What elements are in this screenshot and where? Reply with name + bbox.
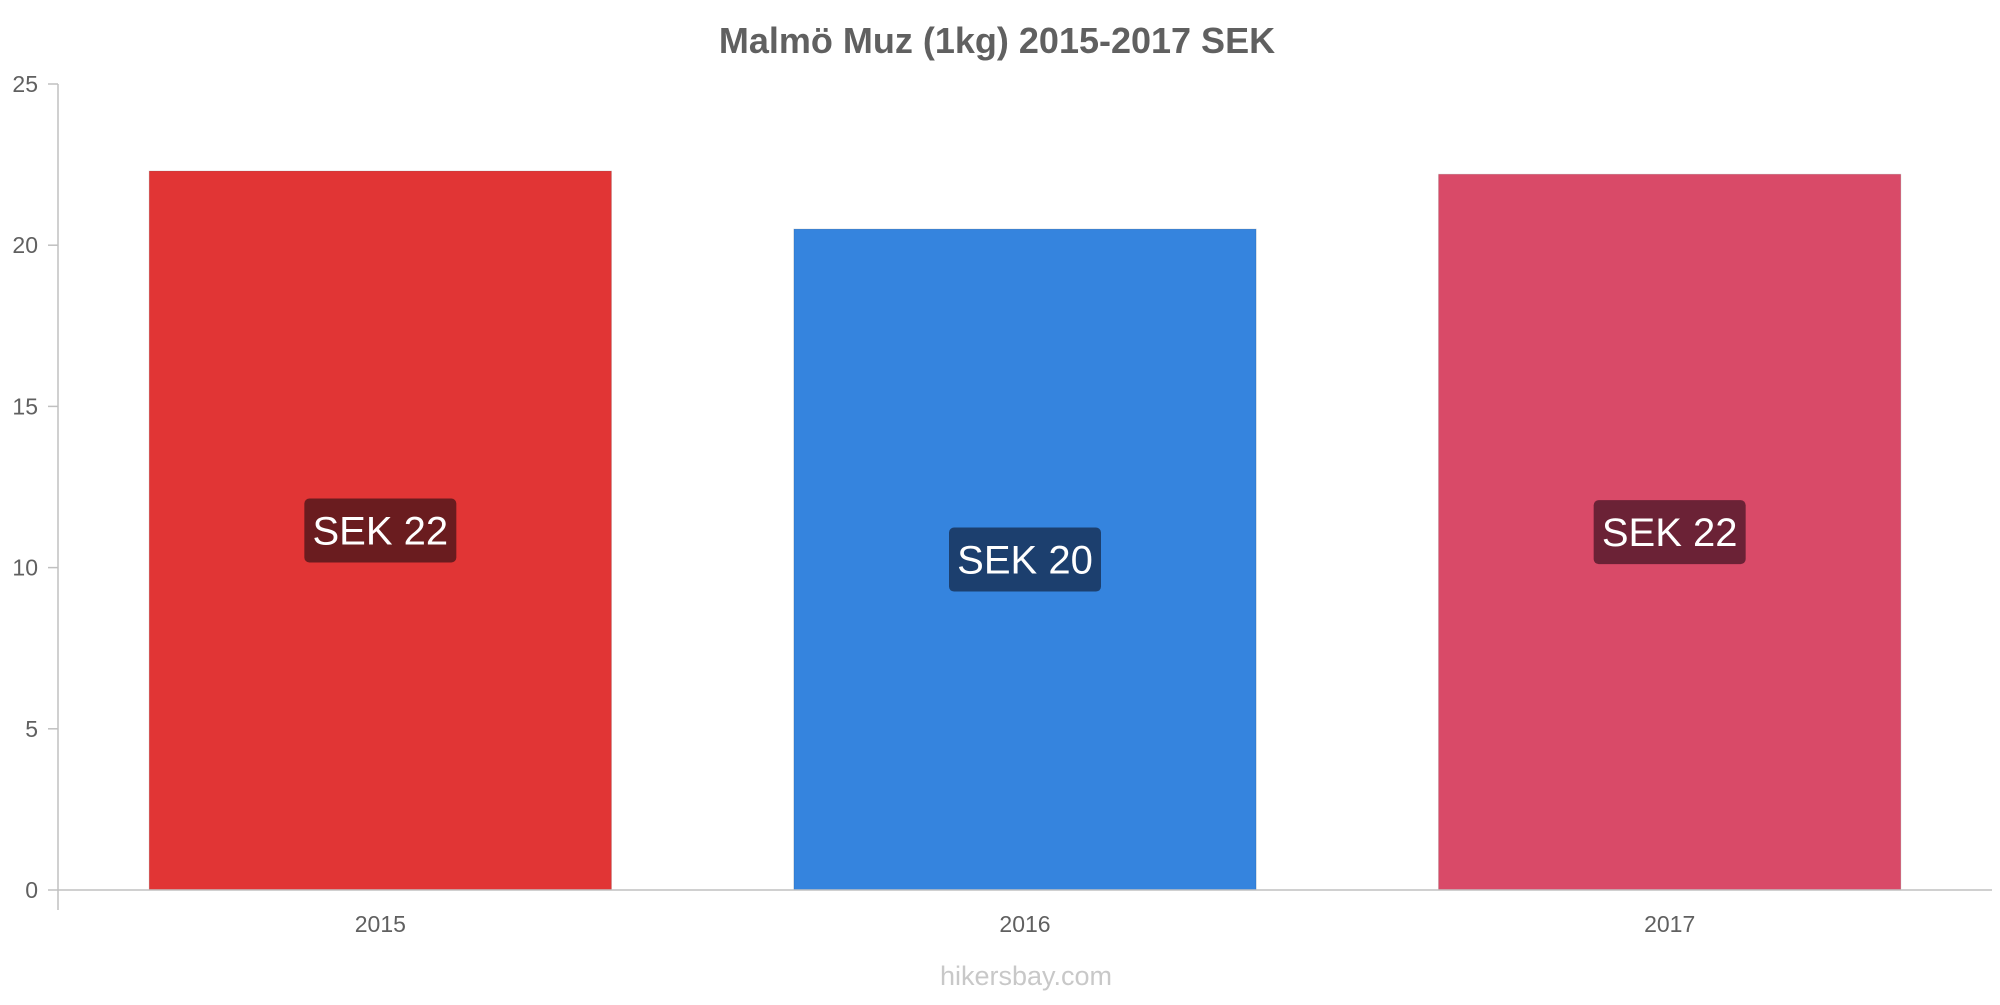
y-tick-label: 5 — [25, 716, 38, 742]
value-label-box — [1593, 500, 1746, 565]
y-tick-label: 25 — [12, 71, 38, 97]
x-tick-label: 2015 — [355, 911, 406, 937]
value-label: SEK 22 — [1602, 511, 1738, 555]
chart-title: Malmö Muz (1kg) 2015-2017 SEK — [719, 20, 1275, 61]
value-label-box — [949, 527, 1101, 592]
x-tick-label: 2017 — [1644, 911, 1695, 937]
y-axis: 0 5 10 15 20 25 — [12, 71, 59, 910]
y-tick-label: 20 — [12, 232, 38, 258]
x-axis: 2015 2016 2017 — [58, 889, 1992, 937]
x-tick-label: 2016 — [999, 911, 1050, 937]
value-label: SEK 22 — [313, 510, 449, 554]
value-labels: SEK 22 SEK 20 SEK 22 — [304, 498, 1746, 592]
y-tick-label: 15 — [12, 393, 38, 419]
watermark: hikersbay.com — [940, 961, 1112, 991]
y-tick-label: 0 — [25, 877, 38, 903]
value-label-box — [304, 498, 457, 563]
value-label: SEK 20 — [957, 539, 1093, 583]
y-tick-label: 10 — [12, 555, 38, 581]
